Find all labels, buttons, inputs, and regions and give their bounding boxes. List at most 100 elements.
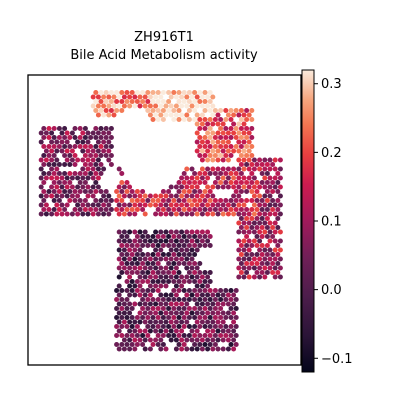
- spot-point: [213, 333, 218, 338]
- spot-point: [145, 99, 150, 104]
- spot-point: [117, 167, 122, 172]
- spot-point: [156, 243, 161, 248]
- spot-point: [210, 113, 215, 118]
- spot-point: [127, 266, 132, 271]
- spot-point: [132, 194, 137, 199]
- spot-point: [262, 275, 267, 280]
- spot-point: [203, 306, 208, 311]
- spot-point: [75, 212, 80, 217]
- spot-point: [197, 234, 202, 239]
- spot-point: [47, 162, 52, 167]
- spot-point: [268, 266, 273, 271]
- spot-point: [130, 315, 135, 320]
- spot-point: [156, 108, 161, 113]
- spot-point: [182, 198, 187, 203]
- spot-point: [54, 194, 59, 199]
- spot-point: [275, 198, 280, 203]
- spot-point: [138, 266, 143, 271]
- spot-point: [216, 329, 221, 334]
- spot-point: [122, 257, 127, 262]
- spot-point: [174, 203, 179, 208]
- spot-point: [96, 104, 101, 109]
- spot-point: [270, 270, 275, 275]
- spot-point: [268, 203, 273, 208]
- spot-point: [140, 279, 145, 284]
- spot-point: [195, 131, 200, 136]
- spot-point: [151, 279, 156, 284]
- spot-point: [138, 104, 143, 109]
- spot-point: [158, 212, 163, 217]
- spot-point: [140, 315, 145, 320]
- spot-point: [184, 176, 189, 181]
- spot-point: [127, 311, 132, 316]
- spot-point: [221, 311, 226, 316]
- spot-point: [208, 108, 213, 113]
- spot-point: [234, 189, 239, 194]
- spot-point: [130, 90, 135, 95]
- spot-point: [268, 212, 273, 217]
- spot-point: [182, 189, 187, 194]
- spot-point: [242, 113, 247, 118]
- spot-point: [127, 212, 132, 217]
- spot-point: [213, 342, 218, 347]
- spot-point: [273, 221, 278, 226]
- spot-point: [44, 194, 49, 199]
- spot-point: [242, 158, 247, 163]
- spot-point: [65, 158, 70, 163]
- spot-point: [278, 176, 283, 181]
- spot-point: [184, 230, 189, 235]
- spot-point: [184, 248, 189, 253]
- spot-point: [112, 113, 117, 118]
- spot-point: [80, 131, 85, 136]
- spot-point: [47, 189, 52, 194]
- spot-point: [114, 288, 119, 293]
- spot-point: [187, 306, 192, 311]
- spot-point: [247, 266, 252, 271]
- spot-point: [184, 212, 189, 217]
- spot-point: [195, 230, 200, 235]
- spot-point: [96, 203, 101, 208]
- spot-point: [62, 171, 67, 176]
- spot-point: [200, 104, 205, 109]
- spot-point: [127, 104, 132, 109]
- spot-point: [182, 306, 187, 311]
- spot-point: [156, 297, 161, 302]
- spot-point: [184, 239, 189, 244]
- spot-point: [203, 333, 208, 338]
- spot-point: [143, 320, 148, 325]
- spot-point: [109, 153, 114, 158]
- spot-point: [125, 234, 130, 239]
- spot-point: [218, 198, 223, 203]
- spot-point: [244, 234, 249, 239]
- spot-point: [153, 329, 158, 334]
- spot-point: [218, 135, 223, 140]
- spot-point: [234, 108, 239, 113]
- spot-point: [216, 113, 221, 118]
- spot-point: [195, 185, 200, 190]
- spot-point: [80, 185, 85, 190]
- spot-point: [197, 171, 202, 176]
- spot-point: [130, 207, 135, 212]
- spot-point: [158, 230, 163, 235]
- spot-point: [192, 108, 197, 113]
- spot-point: [39, 203, 44, 208]
- spot-point: [65, 176, 70, 181]
- spot-point: [205, 122, 210, 127]
- spot-point: [275, 243, 280, 248]
- spot-point: [278, 239, 283, 244]
- spot-point: [184, 257, 189, 262]
- spot-point: [268, 248, 273, 253]
- spot-point: [171, 108, 176, 113]
- spot-point: [257, 266, 262, 271]
- spot-point: [213, 117, 218, 122]
- spot-point: [119, 297, 124, 302]
- spot-point: [195, 203, 200, 208]
- spot-point: [242, 257, 247, 262]
- spot-point: [257, 248, 262, 253]
- spot-point: [242, 266, 247, 271]
- spot-point: [174, 95, 179, 100]
- spot-point: [41, 153, 46, 158]
- spot-point: [151, 297, 156, 302]
- spot-point: [192, 306, 197, 311]
- spot-point: [226, 167, 231, 172]
